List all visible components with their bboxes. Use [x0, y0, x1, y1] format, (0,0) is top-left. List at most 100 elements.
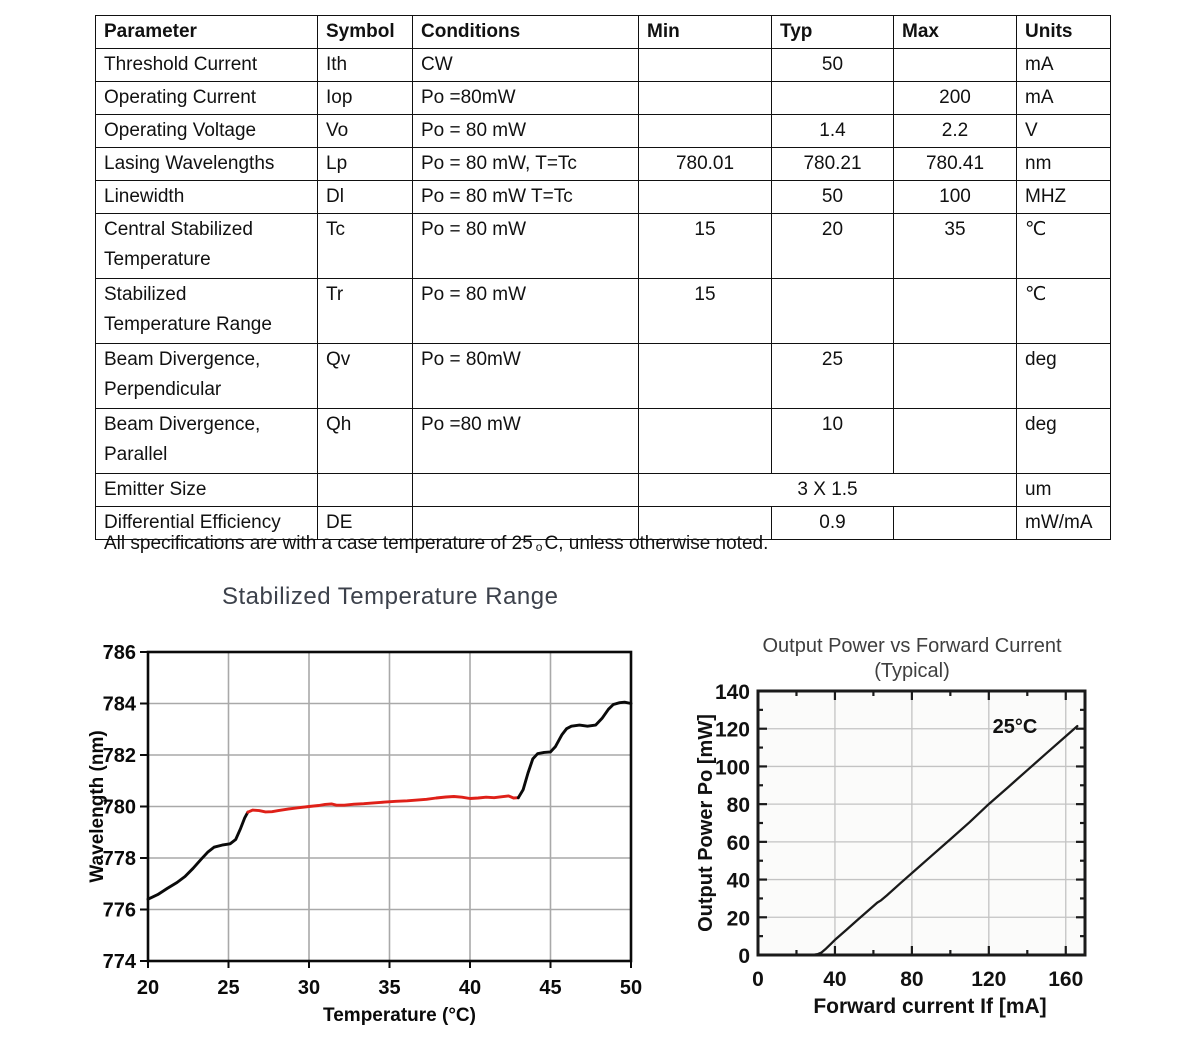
x-tick-label: 50 [620, 977, 642, 999]
cell-units: nm [1016, 147, 1111, 181]
cell-min: 780.01 [638, 147, 772, 181]
table-row: Operating Voltage Vo Po = 80 mW 1.4 2.2 V [95, 114, 1111, 148]
cell-min [638, 506, 772, 540]
data-line [810, 724, 1079, 957]
cell-max [893, 278, 1017, 344]
cell-symbol: Qh [317, 408, 413, 474]
cell-symbol: Lp [317, 147, 413, 181]
cell-parameter: Linewidth [95, 180, 318, 214]
cell-typ: 10 [771, 408, 894, 474]
cell-conditions: Po = 80mW [412, 343, 639, 409]
y-tick-label: 20 [727, 907, 750, 930]
cell-parameter: Differential Efficiency [95, 506, 318, 540]
cell-min [638, 81, 772, 115]
cell-units: mA [1016, 48, 1111, 82]
x-tick-label: 35 [378, 977, 400, 999]
x-tick-label: 25 [217, 977, 239, 999]
cell-symbol: Vo [317, 114, 413, 148]
y-tick-label: 782 [103, 745, 136, 767]
y-tick-label: 60 [727, 832, 750, 855]
cell-parameter: Threshold Current [95, 48, 318, 82]
cell-min-typ-max-merged: 3 X 1.5 [638, 473, 1017, 507]
cell-max: 100 [893, 180, 1017, 214]
cell-parameter: Emitter Size [95, 473, 318, 507]
cell-max: 2.2 [893, 114, 1017, 148]
cell-parameter: Stabilized Temperature Range [95, 278, 318, 344]
cell-max [893, 408, 1017, 474]
plot-border [756, 689, 1087, 957]
left-chart-title: Stabilized Temperature Range [222, 583, 559, 610]
header-conditions: Conditions [412, 15, 639, 49]
cell-parameter: Central Stabilized Temperature [95, 213, 318, 279]
table-row: Operating Current Iop Po =80mW 200 mA [95, 81, 1111, 115]
cell-max: 200 [893, 81, 1017, 115]
table-row: Differential Efficiency DE 0.9 mW/mA [95, 506, 1111, 540]
cell-symbol: Qv [317, 343, 413, 409]
table-footnote: All specifications are with a case tempe… [104, 533, 768, 555]
cell-units: um [1016, 473, 1111, 507]
y-tick-label: 786 [103, 642, 136, 664]
y-tick-label: 80 [727, 794, 750, 817]
cell-parameter: Operating Voltage [95, 114, 318, 148]
x-tick-label: 20 [137, 977, 159, 999]
cell-conditions: CW [412, 48, 639, 82]
y-tick-label: 0 [738, 945, 750, 968]
cell-parameter: Beam Divergence, Parallel [95, 408, 318, 474]
cell-typ: 20 [771, 213, 894, 279]
cell-max [893, 343, 1017, 409]
cell-typ: 25 [771, 343, 894, 409]
temperature-annotation: 25°C [993, 716, 1038, 738]
x-tick-label: 30 [298, 977, 320, 999]
x-tick-label: 0 [752, 968, 764, 991]
power-vs-current-chart: 0 40 80 120 160 0 20 40 60 80 100 120 140 Output Powe… [690, 628, 1174, 1032]
cell-min [638, 114, 772, 148]
cell-parameter: Lasing Wavelengths [95, 147, 318, 181]
header-units: Units [1016, 15, 1111, 49]
x-axis-label: Forward current If [mA] [813, 995, 1046, 1018]
cell-min [638, 48, 772, 82]
table-row: Central Stabilized Temperature Tc Po = 80 … [95, 213, 1111, 279]
cell-symbol: Tc [317, 213, 413, 279]
header-parameter: Parameter [95, 15, 318, 49]
table-header-row: Parameter Symbol Conditions Min Typ Max … [95, 15, 1111, 49]
cell-min: 15 [638, 278, 772, 344]
cell-min: 15 [638, 213, 772, 279]
cell-units: ℃ [1016, 278, 1111, 344]
y-tick-label: 780 [103, 797, 136, 819]
y-tick-label: 774 [103, 951, 137, 973]
cell-symbol [317, 473, 413, 507]
x-tick-label: 80 [900, 968, 923, 991]
cell-max [893, 506, 1017, 540]
cell-units: V [1016, 114, 1111, 148]
cell-units: deg [1016, 343, 1111, 409]
cell-typ [771, 278, 894, 344]
cell-min [638, 408, 772, 474]
cell-max: 780.41 [893, 147, 1017, 181]
y-tick-label: 784 [103, 694, 137, 716]
x-tick-label: 40 [823, 968, 846, 991]
y-tick-label: 140 [715, 681, 750, 704]
cell-units: ℃ [1016, 213, 1111, 279]
table-row: Linewidth Dl Po = 80 mW T=Tc 50 100 MHZ [95, 180, 1111, 214]
table-row: Threshold Current Ith CW 50 mA [95, 48, 1111, 82]
x-axis-label: Temperature (°C) [323, 1005, 476, 1026]
cell-typ: 50 [771, 48, 894, 82]
x-tick-label: 40 [459, 977, 481, 999]
data-line [146, 810, 250, 901]
cell-typ: 50 [771, 180, 894, 214]
cell-units: mW/mA [1016, 506, 1111, 540]
chart-subtitle: (Typical) [874, 660, 950, 682]
cell-symbol: Dl [317, 180, 413, 214]
y-tick-label: 120 [715, 719, 750, 742]
wavelength-vs-temperature-chart: 20 25 30 35 40 45 50 774 776 778 780 782 784 786 Tempe… [85, 640, 657, 1038]
cell-units: MHZ [1016, 180, 1111, 214]
cell-typ [771, 81, 894, 115]
cell-min [638, 343, 772, 409]
cell-max: 35 [893, 213, 1017, 279]
table-row: Beam Divergence, Perpendicular Qv Po = 80m… [95, 343, 1111, 409]
y-tick-label: 778 [103, 848, 136, 870]
cell-parameter: Operating Current [95, 81, 318, 115]
header-symbol: Symbol [317, 15, 413, 49]
cell-conditions: Po = 80 mW [412, 213, 639, 279]
